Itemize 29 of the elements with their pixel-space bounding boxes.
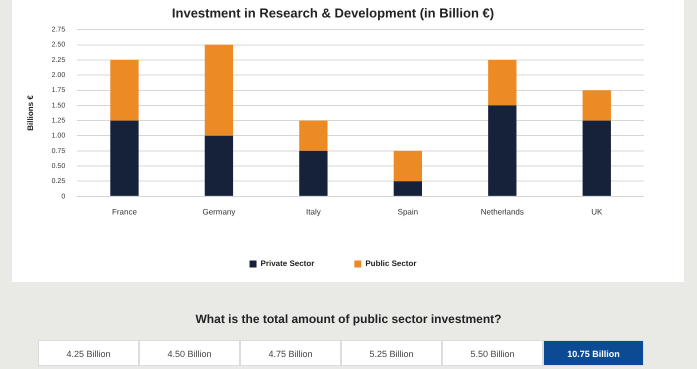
bar [204,44,234,136]
x-tick-label: France [112,207,138,216]
y-axis-title: Billions € [26,94,36,131]
bar [582,90,611,121]
bar [110,120,139,196]
x-tick-label: Netherlands [480,207,524,216]
x-tick-label: Germany [202,207,236,216]
bar [488,105,516,196]
bar [582,120,611,196]
bar [488,60,516,106]
text: 5.50 Billion [442,340,543,366]
text: 10.75 Billion [543,340,644,366]
bar [299,150,328,196]
text: 4.25 Billion [38,340,139,366]
legend-label: Private Sector [260,259,314,268]
bar [299,120,328,151]
text: 4.75 Billion [240,340,341,366]
bar [204,136,234,196]
legend-label: Public Sector [365,259,416,268]
x-tick-label: Spain [398,207,418,216]
x-tick-label: Italy [306,207,321,216]
bar [394,150,422,182]
bar [110,60,139,121]
text: 5.25 Billion [341,340,442,366]
bar [394,181,422,196]
x-tick-label: UK [591,207,603,216]
text: 4.50 Billion [139,340,240,366]
chart-title: Investment in Research & Development (in Billion €) [172,5,494,20]
text: What is the total amount of public sector investment? [194,312,503,326]
